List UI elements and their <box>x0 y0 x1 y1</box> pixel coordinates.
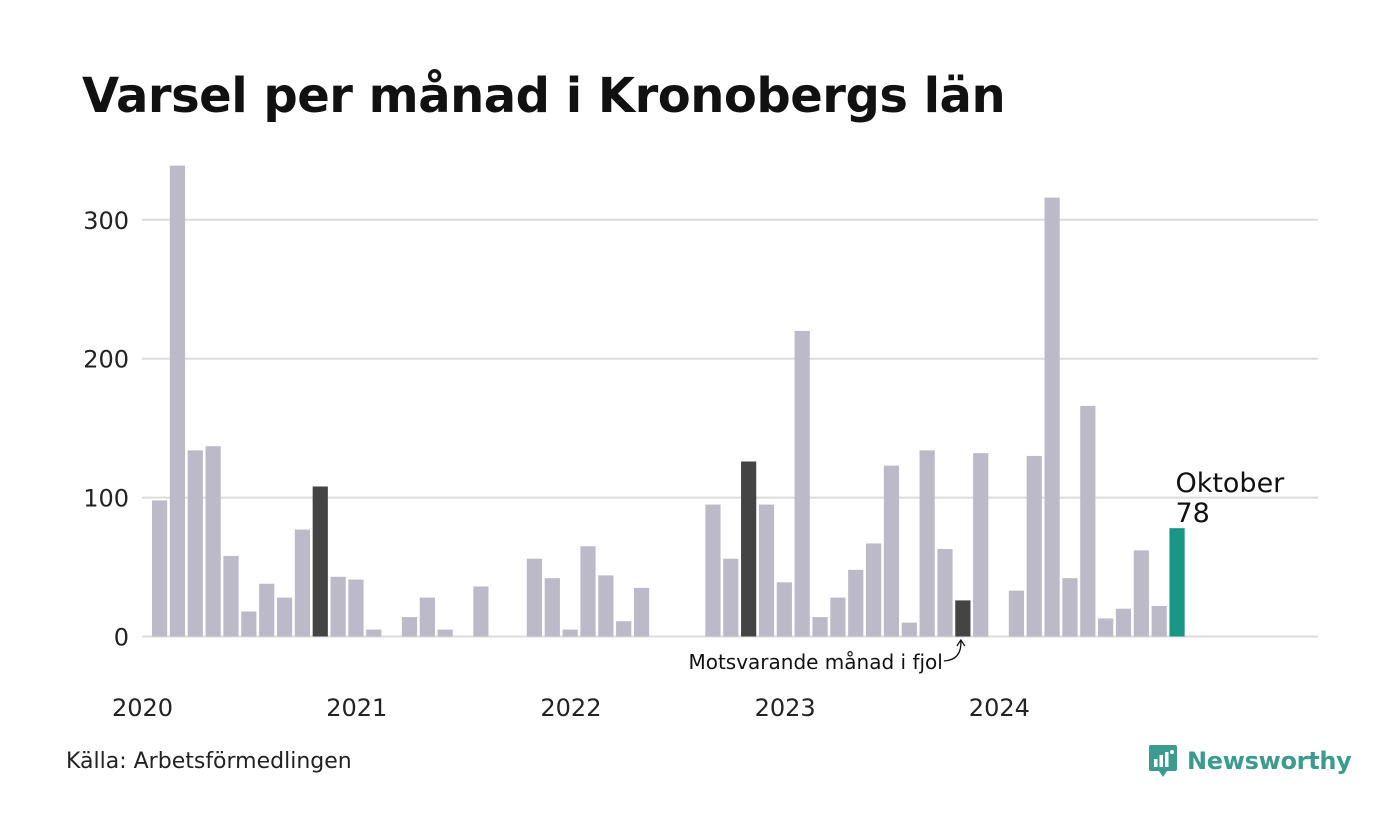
x-year-label: 2023 <box>755 694 816 722</box>
bar <box>580 546 595 636</box>
y-tick-label: 100 <box>83 485 129 513</box>
brand-name: Newsworthy <box>1187 747 1352 775</box>
bar <box>1116 609 1131 637</box>
bar <box>366 630 381 637</box>
bar <box>848 570 863 637</box>
bar <box>331 577 346 637</box>
bar <box>241 612 256 637</box>
y-tick-label: 300 <box>83 207 129 235</box>
bar <box>527 559 542 637</box>
bar <box>259 584 274 637</box>
x-year-label: 2024 <box>969 694 1030 722</box>
bar <box>937 549 952 637</box>
bar <box>563 630 578 637</box>
x-axis-year-labels: 2020 2021 2022 2023 2024 <box>112 694 1030 722</box>
bar <box>152 500 167 636</box>
bar <box>759 505 774 637</box>
previous-year-label: Motsvarande månad i fjol <box>688 650 942 674</box>
x-year-label: 2021 <box>326 694 387 722</box>
bar <box>812 617 827 636</box>
bars <box>152 166 1185 637</box>
bar-chart: 0 100 200 300 2020 2021 2022 2023 2024 Oktober7… <box>0 0 1400 840</box>
newsworthy-logo-icon <box>1148 743 1178 779</box>
bar <box>206 446 221 636</box>
bar <box>402 617 417 636</box>
bar <box>420 598 435 637</box>
bar <box>1027 456 1042 637</box>
bar <box>920 450 935 636</box>
bar <box>295 530 310 637</box>
bar <box>830 598 845 637</box>
bar <box>1152 606 1167 637</box>
bar-previous-year <box>955 600 970 636</box>
y-tick-label: 200 <box>83 346 129 374</box>
y-axis-ticks: 0 100 200 300 <box>83 207 129 652</box>
current-value-label: 78 <box>1175 498 1209 529</box>
bar <box>777 582 792 636</box>
bar <box>723 559 738 637</box>
bar <box>348 580 363 637</box>
bar <box>223 556 238 637</box>
current-month-label: Oktober <box>1175 468 1285 499</box>
bar <box>1134 550 1149 636</box>
bar-current-month <box>1169 528 1184 636</box>
bar-previous-year <box>313 486 328 636</box>
bar <box>973 453 988 636</box>
x-year-label: 2020 <box>112 694 173 722</box>
bar <box>170 166 185 637</box>
bar <box>473 587 488 637</box>
bar <box>277 598 292 637</box>
bar <box>634 588 649 637</box>
bar <box>438 630 453 637</box>
bar <box>866 543 881 636</box>
bar <box>705 505 720 637</box>
bar <box>616 621 631 636</box>
source-label: Källa: Arbetsförmedlingen <box>66 749 352 774</box>
brand: Newsworthy <box>1148 743 1352 779</box>
bar <box>598 575 613 636</box>
bar <box>1045 198 1060 637</box>
bar <box>884 466 899 637</box>
bar <box>545 578 560 636</box>
bar <box>188 450 203 636</box>
bar <box>795 331 810 637</box>
bar <box>1080 406 1095 637</box>
bar <box>1098 618 1113 636</box>
bar-previous-year <box>741 461 756 636</box>
bar <box>1062 578 1077 636</box>
bar <box>902 623 917 637</box>
x-year-label: 2022 <box>540 694 601 722</box>
bar <box>1009 591 1024 637</box>
y-tick-label: 0 <box>114 624 129 652</box>
